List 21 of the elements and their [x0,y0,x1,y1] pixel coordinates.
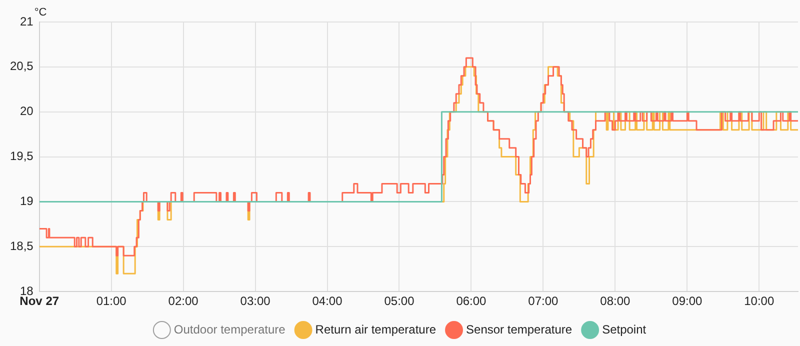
y-tick-label: 21 [20,14,34,28]
legend-label: Return air temperature [315,322,436,336]
x-tick-label: 05:00 [384,294,415,308]
y-axis-title: °C [34,6,47,19]
x-tick-label: 10:00 [744,294,774,308]
y-tick-label: 19,5 [10,149,34,164]
y-tick-label: 20 [20,104,34,118]
x-tick-label: 06:00 [456,294,487,308]
x-tick-label: 09:00 [672,294,702,308]
x-tick-label: 03:00 [240,294,271,308]
legend-label: Setpoint [602,322,647,336]
y-tick-label: 19 [20,194,34,208]
x-tick-label: 07:00 [528,294,559,308]
x-tick-label: 02:00 [168,294,199,308]
legend-label: Outdoor temperature [174,322,286,336]
y-tick-label: 20,5 [10,59,34,74]
x-tick-label: 08:00 [600,294,631,308]
x-tick-label: 04:00 [312,294,343,308]
x-tick-label: 01:00 [96,294,127,308]
y-tick-label: 18,5 [10,238,34,253]
legend-label: Sensor temperature [466,322,572,336]
